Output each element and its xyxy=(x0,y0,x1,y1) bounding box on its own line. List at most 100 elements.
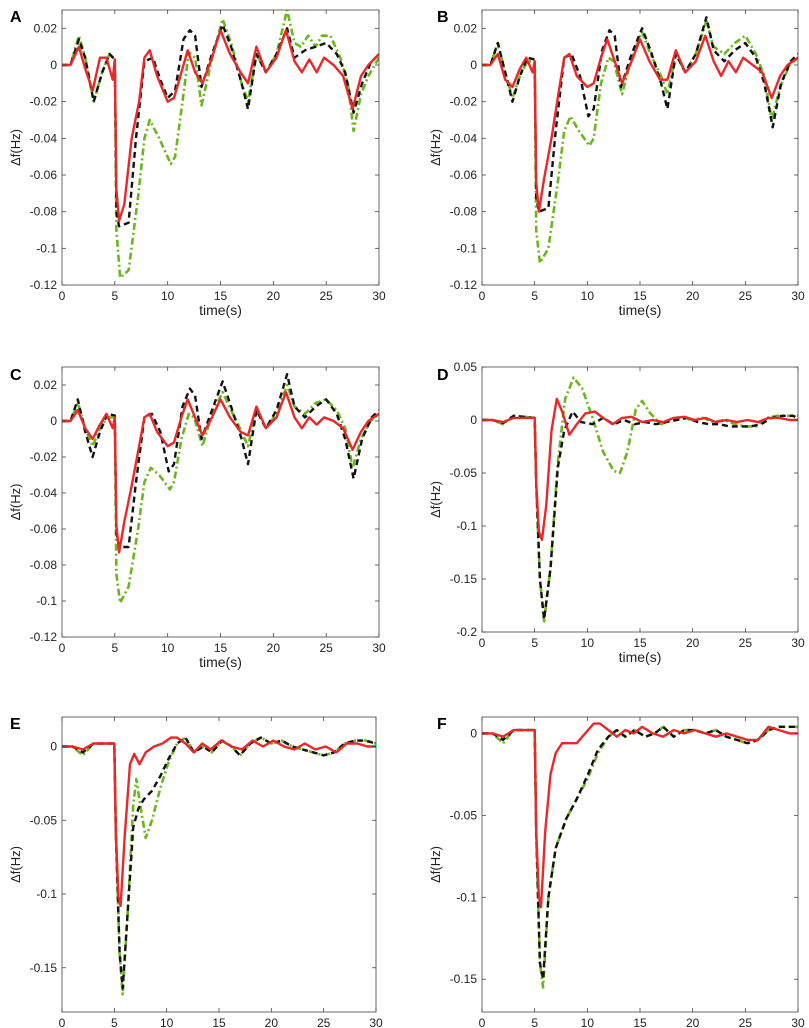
series-group xyxy=(482,16,798,265)
y-tick-label: 0.02 xyxy=(454,21,478,35)
x-axis-label: time(s) xyxy=(199,302,242,318)
series-black-line xyxy=(62,23,379,228)
axes-frame xyxy=(61,9,380,286)
series-group xyxy=(62,10,379,280)
x-tick-label: 0 xyxy=(479,636,486,650)
y-tick-label: -0.05 xyxy=(30,813,58,827)
x-tick-label: 0 xyxy=(479,1016,486,1028)
x-tick-label: 10 xyxy=(581,636,595,650)
axes-frame xyxy=(61,716,377,1013)
series-green-line xyxy=(62,383,379,605)
series-group xyxy=(62,736,376,996)
series-red-line xyxy=(62,736,376,907)
y-tick-label: -0.2 xyxy=(456,625,477,639)
series-group xyxy=(482,722,798,989)
y-tick-label: -0.08 xyxy=(30,205,58,219)
panel-d: D 0 5 10 15 20 25 30 0.05 0 -0.05 -0.1 -0.15 -0.2 time… xyxy=(428,360,805,665)
y-tick-label: -0.04 xyxy=(30,131,58,145)
x-tick-label: 30 xyxy=(372,289,386,303)
y-tick-label: -0.12 xyxy=(450,278,478,292)
panel-label: A xyxy=(10,9,22,26)
y-axis-label: Δf(Hz) xyxy=(428,129,443,166)
series-group xyxy=(62,373,379,605)
y-tick-label: -0.05 xyxy=(450,808,478,822)
y-tick-label: -0.06 xyxy=(30,168,58,182)
series-green-line xyxy=(482,725,798,989)
x-tick-label: 30 xyxy=(372,641,386,655)
series-green-line xyxy=(62,736,376,996)
y-tick-label: -0.15 xyxy=(450,572,478,586)
x-axis-label: time(s) xyxy=(619,649,662,665)
x-tick-label: 20 xyxy=(267,641,281,655)
panel-label: F xyxy=(437,716,447,733)
y-tick-label: 0.05 xyxy=(454,360,478,374)
y-tick-label: -0.02 xyxy=(30,450,58,464)
axes-frame xyxy=(481,366,799,633)
panel-label: E xyxy=(10,716,21,733)
y-tick-label: 0 xyxy=(50,740,57,754)
panel-label: C xyxy=(10,367,22,384)
panel-label: D xyxy=(437,367,449,384)
x-tick-label: 30 xyxy=(791,1016,805,1028)
x-tick-label: 30 xyxy=(791,289,805,303)
series-red-line xyxy=(62,29,379,223)
panel-label: B xyxy=(437,9,449,26)
series-red-line xyxy=(482,397,798,541)
series-red-line xyxy=(482,34,798,213)
y-axis-label: Δf(Hz) xyxy=(8,846,23,883)
series-red-line xyxy=(482,722,798,909)
y-tick-label: -0.1 xyxy=(36,241,57,255)
y-axis-label: Δf(Hz) xyxy=(428,846,443,883)
x-tick-label: 30 xyxy=(369,1016,383,1028)
y-tick-label: 0 xyxy=(470,726,477,740)
y-tick-label: -0.06 xyxy=(450,168,478,182)
x-tick-label: 10 xyxy=(581,289,595,303)
y-axis-label: Δf(Hz) xyxy=(8,129,23,166)
y-tick-label: -0.12 xyxy=(30,630,58,644)
panel-b: B 0 5 10 15 20 25 30 0.02 0 -0.02 -0.04 -0.06 -0.08 -0… xyxy=(428,9,805,318)
y-tick-label: -0.1 xyxy=(456,890,477,904)
y-tick-label: 0.02 xyxy=(34,378,58,392)
x-tick-label: 15 xyxy=(214,641,228,655)
x-tick-label: 25 xyxy=(739,636,753,650)
x-tick-label: 25 xyxy=(319,641,333,655)
x-tick-label: 5 xyxy=(111,289,118,303)
x-tick-label: 0 xyxy=(59,1016,66,1028)
x-tick-label: 0 xyxy=(59,289,66,303)
series-black-line xyxy=(62,373,379,549)
y-tick-label: 0 xyxy=(470,58,477,72)
y-tick-label: -0.04 xyxy=(30,486,58,500)
y-tick-label: -0.15 xyxy=(450,972,478,986)
x-tick-label: 20 xyxy=(686,289,700,303)
y-tick-label: -0.1 xyxy=(456,241,477,255)
x-tick-label: 10 xyxy=(161,289,175,303)
y-tick-label: -0.1 xyxy=(36,594,57,608)
y-tick-label: -0.1 xyxy=(36,887,57,901)
y-tick-label: -0.15 xyxy=(30,961,58,975)
x-tick-label: 20 xyxy=(265,1016,279,1028)
y-tick-label: -0.04 xyxy=(450,131,478,145)
y-tick-label: -0.12 xyxy=(30,278,58,292)
x-tick-label: 25 xyxy=(739,1016,753,1028)
x-tick-label: 20 xyxy=(267,289,281,303)
axes-frame xyxy=(481,716,799,1013)
x-tick-label: 5 xyxy=(531,289,538,303)
x-tick-label: 10 xyxy=(160,1016,174,1028)
series-black-line xyxy=(482,725,798,981)
x-tick-label: 5 xyxy=(531,1016,538,1028)
series-black-line xyxy=(62,736,376,990)
x-tick-label: 10 xyxy=(161,641,175,655)
panel-e: E0510152025300-0.05-0.1-0.15time(s)Δf(Hz… xyxy=(8,716,383,1028)
panel-a: A 0 5 10 15 20 25 30 0.02 0 -0.02 -0.04 -0.06 -0.08 -0… xyxy=(8,9,386,318)
x-tick-label: 25 xyxy=(317,1016,331,1028)
series-green-line xyxy=(482,19,798,265)
x-axis-label: time(s) xyxy=(619,302,662,318)
series-black-line xyxy=(482,16,798,213)
series-red-line xyxy=(62,391,379,554)
y-tick-label: -0.06 xyxy=(30,522,58,536)
panel-f: F0510152025300-0.05-0.1-0.15time(s)Δf(Hz… xyxy=(428,716,805,1028)
y-axis-label: Δf(Hz) xyxy=(428,481,443,518)
x-tick-label: 20 xyxy=(686,636,700,650)
x-tick-label: 0 xyxy=(59,641,66,655)
